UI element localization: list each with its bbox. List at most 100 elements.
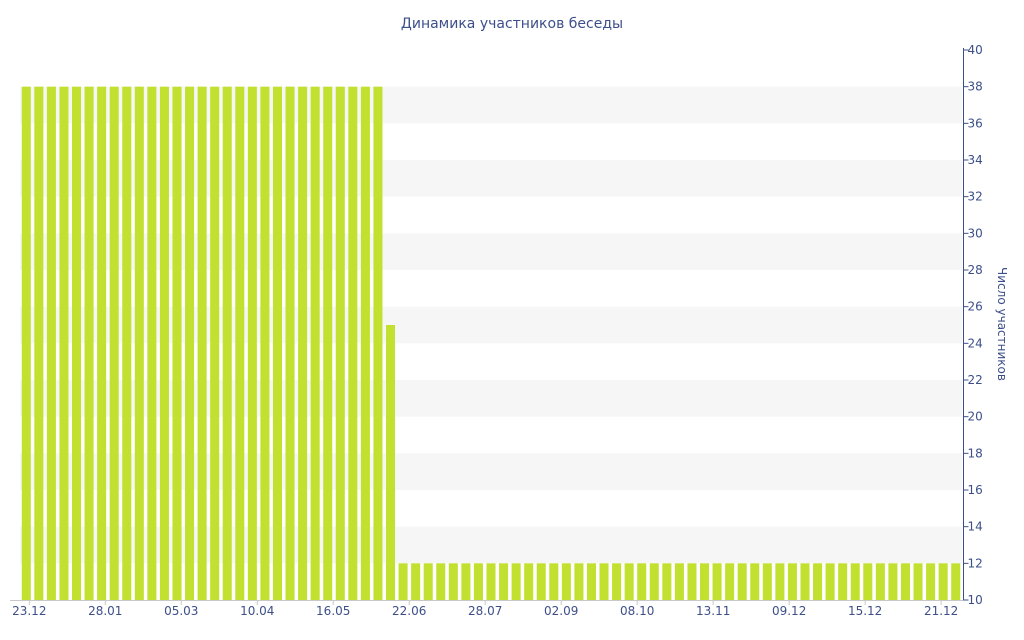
bar bbox=[586, 563, 596, 600]
x-tick-label: 08.10 bbox=[620, 604, 654, 618]
bar bbox=[197, 86, 207, 601]
x-tick-label: 28.07 bbox=[468, 604, 502, 618]
y-tick-label: 36 bbox=[968, 116, 983, 130]
bar bbox=[599, 563, 609, 600]
x-tick-label: 09.12 bbox=[772, 604, 806, 618]
x-axis: 23.12 28.01 05.03 10.04 16.05 22.06 28.07 02.09… bbox=[10, 600, 964, 618]
bar bbox=[298, 86, 308, 601]
bar bbox=[825, 563, 835, 600]
bar bbox=[448, 563, 458, 600]
x-tick-label: 22.06 bbox=[392, 604, 426, 618]
bar bbox=[185, 86, 195, 601]
bar bbox=[109, 86, 119, 601]
bar bbox=[938, 563, 948, 600]
bar bbox=[951, 563, 961, 600]
x-tick-label: 02.09 bbox=[544, 604, 578, 618]
x-tick-label: 21.12 bbox=[924, 604, 958, 618]
bar bbox=[411, 563, 421, 600]
y-tick-label: 40 bbox=[968, 43, 983, 57]
x-tick-label: 23.12 bbox=[12, 604, 46, 618]
bar bbox=[310, 86, 320, 601]
y-tick-label: 26 bbox=[968, 300, 983, 314]
bar bbox=[210, 86, 220, 601]
bar bbox=[84, 86, 94, 601]
y-tick-label: 22 bbox=[968, 373, 983, 387]
bar bbox=[348, 86, 358, 601]
bar bbox=[850, 563, 860, 600]
bar bbox=[787, 563, 797, 600]
x-tick-label: 10.04 bbox=[240, 604, 274, 618]
bar bbox=[147, 86, 157, 601]
bar bbox=[775, 563, 785, 600]
bar bbox=[260, 86, 270, 601]
bar bbox=[875, 563, 885, 600]
bar bbox=[46, 86, 56, 601]
x-tick-label: 15.12 bbox=[848, 604, 882, 618]
bar bbox=[649, 563, 659, 600]
y-tick-label: 16 bbox=[968, 483, 983, 497]
bar bbox=[247, 86, 257, 601]
bar bbox=[122, 86, 132, 601]
bar bbox=[486, 563, 496, 600]
bar bbox=[386, 325, 396, 600]
bar bbox=[159, 86, 169, 601]
bar bbox=[335, 86, 345, 601]
y-tick-label: 18 bbox=[968, 446, 983, 460]
bar bbox=[235, 86, 245, 601]
bar bbox=[511, 563, 521, 600]
bar bbox=[612, 563, 622, 600]
bar bbox=[574, 563, 584, 600]
bar bbox=[750, 563, 760, 600]
bar bbox=[549, 563, 559, 600]
bar bbox=[561, 563, 571, 600]
bar bbox=[737, 563, 747, 600]
x-tick-label: 16.05 bbox=[316, 604, 350, 618]
chart-title: Динамика участников беседы bbox=[401, 16, 623, 32]
x-tick-label: 13.11 bbox=[696, 604, 730, 618]
bar bbox=[888, 563, 898, 600]
bar bbox=[461, 563, 471, 600]
bar bbox=[21, 86, 31, 601]
y-tick-label: 24 bbox=[968, 336, 983, 350]
bar bbox=[524, 563, 534, 600]
bar bbox=[700, 563, 710, 600]
x-tick-label: 28.01 bbox=[88, 604, 122, 618]
bar bbox=[423, 563, 433, 600]
bar bbox=[59, 86, 69, 601]
bar bbox=[687, 563, 697, 600]
bar bbox=[360, 86, 370, 601]
bar bbox=[373, 86, 383, 601]
bar bbox=[222, 86, 232, 601]
bar bbox=[637, 563, 647, 600]
bar bbox=[712, 563, 722, 600]
y-tick-label: 32 bbox=[968, 190, 983, 204]
bar bbox=[674, 563, 684, 600]
y-tick-label: 10 bbox=[968, 593, 983, 607]
bar bbox=[926, 563, 936, 600]
bar bbox=[838, 563, 848, 600]
y-tick-label: 30 bbox=[968, 226, 983, 240]
bar bbox=[900, 563, 910, 600]
bar bbox=[762, 563, 772, 600]
y-tick-label: 12 bbox=[968, 556, 983, 570]
bar bbox=[863, 563, 873, 600]
bar bbox=[725, 563, 735, 600]
bar bbox=[473, 563, 483, 600]
y-tick-label: 20 bbox=[968, 410, 983, 424]
bar bbox=[499, 563, 509, 600]
bar bbox=[800, 563, 810, 600]
bar bbox=[272, 86, 282, 601]
y-tick-label: 28 bbox=[968, 263, 983, 277]
bar bbox=[72, 86, 82, 601]
bar bbox=[34, 86, 44, 601]
bar bbox=[172, 86, 182, 601]
bar bbox=[662, 563, 672, 600]
bar bbox=[436, 563, 446, 600]
bar bbox=[97, 86, 107, 601]
bar bbox=[624, 563, 634, 600]
y-tick-label: 38 bbox=[968, 80, 983, 94]
bar bbox=[913, 563, 923, 600]
bar bbox=[813, 563, 823, 600]
y-tick-label: 14 bbox=[968, 520, 983, 534]
bar bbox=[398, 563, 408, 600]
